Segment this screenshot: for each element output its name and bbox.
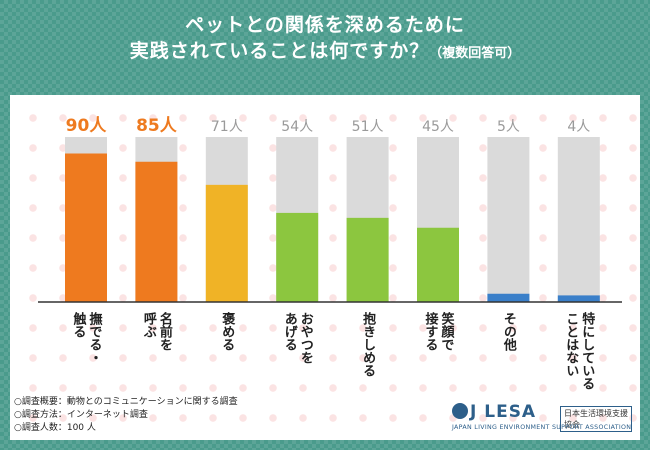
bar: [346, 217, 389, 302]
category-label: ことはない: [563, 312, 579, 377]
data-label: 90人: [66, 116, 108, 136]
chart-panel: [10, 95, 640, 440]
category-label: 接する: [423, 311, 439, 351]
bar: [487, 293, 530, 302]
bar: [65, 153, 107, 302]
data-label: 5人: [497, 119, 520, 135]
logo-mark: J LESA: [452, 402, 536, 422]
category-label: 触る: [71, 311, 88, 338]
logo-english-name: JAPAN LIVING ENVIRONMENT SUPPORT ASSOCIA…: [452, 424, 632, 431]
title-line-2-main: 実践されていることは何ですか？: [129, 40, 430, 62]
data-label: 71人: [211, 119, 243, 135]
bar-track: [487, 137, 530, 302]
category-label: 特にしている: [579, 311, 595, 390]
bar: [557, 295, 600, 302]
category-label: おやつを: [298, 312, 314, 364]
bar-track: [557, 137, 600, 302]
jlesa-logo: J LESA 日本生活環境支援協会 JAPAN LIVING ENVIRONME…: [452, 400, 632, 436]
footnote-sample: ○調査人数：100 人: [14, 423, 96, 433]
footnote-method: ○調査方法：インターネット調査: [14, 410, 148, 420]
category-label: 抱きしめる: [360, 311, 376, 377]
data-label: 51人: [352, 119, 384, 135]
category-label: 呼ぶ: [141, 311, 158, 338]
logo-circle-icon: [452, 403, 468, 419]
bar: [205, 184, 248, 302]
data-label: 85人: [136, 116, 178, 136]
survey-footnotes: ○調査概要：動物とのコミュニケーションに関する調査 ○調査方法：インターネット調…: [14, 396, 238, 435]
title-note: （複数回答可）: [429, 46, 521, 61]
bar: [276, 212, 319, 302]
bar: [417, 227, 459, 302]
chart-title: ペットとの関係を深めるために 実践されていることは何ですか？（複数回答可）: [0, 12, 650, 67]
category-label: その他: [501, 312, 518, 352]
category-label: 名前を: [157, 311, 173, 351]
title-line-1: ペットとの関係を深めるために: [185, 14, 465, 36]
logo-mark-text: J LESA: [470, 402, 537, 422]
category-label: 笑顔で: [439, 311, 456, 351]
footnote-overview: ○調査概要：動物とのコミュニケーションに関する調査: [14, 397, 238, 407]
category-label: あげる: [282, 312, 297, 351]
bar: [135, 161, 178, 302]
category-label: 撫でる・: [87, 311, 103, 364]
data-label: 54人: [281, 119, 313, 135]
title-line-2: 実践されていることは何ですか？（複数回答可）: [0, 38, 650, 67]
category-label: 褒める: [219, 311, 236, 351]
data-label: 45人: [422, 119, 454, 135]
data-label: 4人: [567, 119, 590, 135]
logo-japanese-name: 日本生活環境支援協会: [560, 406, 632, 432]
